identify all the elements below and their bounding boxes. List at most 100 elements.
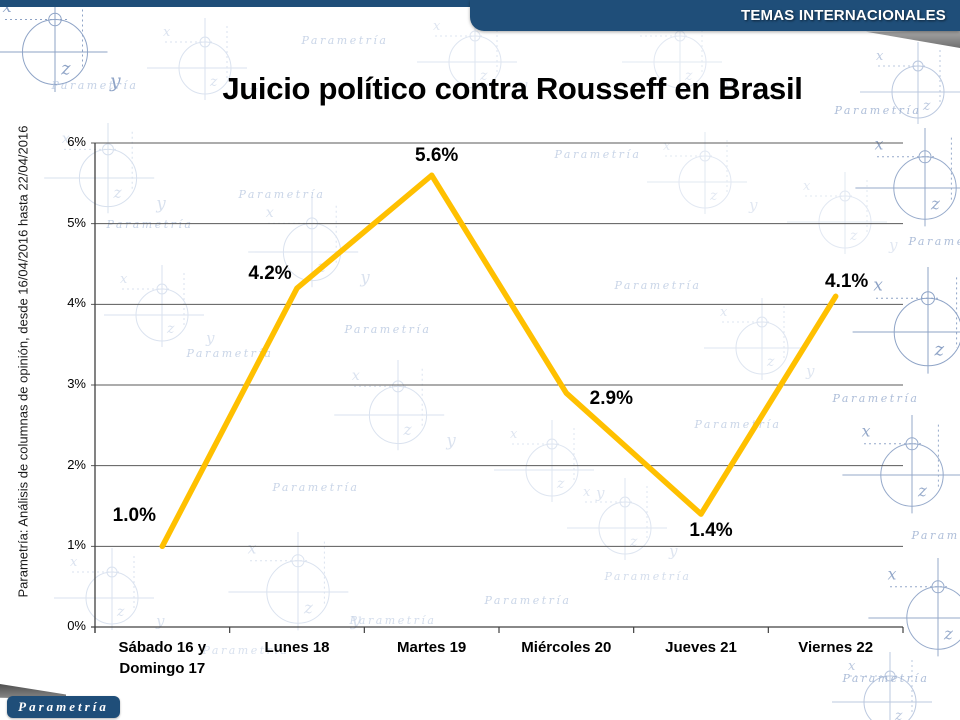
svg-text:z: z: [303, 598, 313, 618]
svg-text:Parametría: Parametría: [51, 79, 139, 92]
svg-text:y: y: [888, 236, 898, 254]
svg-text:Parametría: Parametría: [202, 644, 290, 657]
svg-text:z: z: [556, 476, 565, 492]
svg-text:Parametría: Parametría: [484, 594, 572, 607]
y-tick-label: 0%: [67, 618, 86, 633]
svg-text:Parametría: Parametría: [349, 614, 437, 627]
svg-text:Parametría: Parametría: [238, 188, 326, 201]
y-tick-label: 1%: [67, 537, 86, 553]
x-axis-label: Lunes 18: [264, 639, 330, 656]
svg-text:y: y: [445, 431, 456, 450]
svg-text:x: x: [266, 205, 274, 221]
svg-text:y: y: [723, 76, 733, 94]
svg-text:Parametría: Parametría: [272, 481, 360, 494]
svg-text:x: x: [888, 566, 897, 584]
svg-text:z: z: [943, 624, 953, 644]
svg-text:z: z: [113, 184, 123, 202]
x-axis-label: Viernes 22: [798, 639, 874, 656]
svg-text:x: x: [352, 368, 360, 384]
data-label: 1.0%: [112, 505, 156, 527]
svg-text:Parametría: Parametría: [834, 104, 922, 117]
svg-text:Parametría: Parametría: [842, 672, 930, 685]
data-label: 1.4%: [689, 520, 733, 542]
svg-text:Parametría: Parametría: [908, 235, 960, 248]
svg-text:Parametría: Parametría: [301, 34, 389, 47]
svg-text:z: z: [894, 708, 903, 720]
svg-text:Parametría: Parametría: [344, 323, 432, 336]
svg-text:Parametría: Parametría: [186, 347, 274, 360]
svg-text:y: y: [359, 268, 370, 287]
svg-text:z: z: [709, 188, 718, 204]
data-label: 2.9%: [589, 388, 633, 410]
svg-text:y: y: [109, 71, 121, 92]
svg-text:z: z: [922, 98, 931, 114]
svg-text:x: x: [70, 555, 78, 570]
chart-title: Juicio político contra Rousseff en Brasi…: [222, 71, 803, 106]
y-tick-label: 2%: [67, 456, 86, 472]
svg-text:x: x: [876, 49, 884, 64]
svg-text:z: z: [930, 194, 940, 214]
x-axis-label: Jueves 21: [665, 639, 737, 656]
svg-text:x: x: [663, 139, 671, 154]
svg-text:x: x: [62, 131, 70, 147]
data-label: 4.2%: [248, 263, 292, 285]
y-tick-label: 4%: [67, 295, 86, 311]
y-tick-label: 6%: [67, 134, 86, 149]
svg-text:Parametría: Parametría: [604, 570, 692, 583]
svg-text:Parametría: Parametría: [832, 392, 920, 405]
data-label: 4.1%: [825, 271, 869, 293]
x-axis-label: Sábado 16 y Domingo 17: [118, 639, 207, 677]
svg-text:x: x: [433, 19, 441, 34]
svg-text:z: z: [60, 60, 71, 80]
svg-text:y: y: [518, 76, 528, 94]
svg-text:y: y: [933, 716, 943, 720]
svg-text:x: x: [803, 179, 811, 194]
header-banner: TEMAS INTERNACIONALES: [470, 0, 960, 31]
svg-text:x: x: [120, 272, 128, 287]
svg-text:x: x: [3, 0, 12, 16]
svg-text:y: y: [155, 612, 165, 630]
svg-text:y: y: [748, 196, 758, 214]
svg-text:z: z: [629, 534, 638, 550]
svg-text:z: z: [116, 604, 125, 620]
svg-text:z: z: [934, 339, 945, 360]
svg-text:z: z: [209, 74, 218, 90]
svg-text:Parametría: Parametría: [106, 218, 194, 231]
data-label: 5.6%: [415, 145, 459, 167]
svg-text:z: z: [479, 68, 488, 84]
parametria-logo-text: Parametría: [18, 699, 109, 714]
svg-text:x: x: [163, 25, 171, 40]
svg-text:y: y: [205, 329, 215, 347]
svg-text:z: z: [403, 421, 413, 439]
svg-text:y: y: [595, 484, 605, 502]
svg-text:z: z: [917, 481, 927, 501]
source-note: Parametría: Análisis de columnas de opin…: [15, 125, 31, 598]
svg-text:x: x: [848, 659, 856, 674]
svg-text:y: y: [350, 610, 362, 631]
svg-text:x: x: [862, 423, 871, 441]
svg-text:z: z: [684, 68, 693, 84]
x-axis-label: Miércoles 20: [521, 639, 612, 656]
svg-text:y: y: [248, 82, 258, 100]
svg-text:Parametría: Parametría: [911, 529, 960, 542]
y-tick-label: 3%: [67, 376, 86, 391]
svg-text:y: y: [668, 542, 678, 560]
svg-text:x: x: [720, 305, 728, 320]
svg-text:z: z: [849, 228, 858, 244]
svg-text:Parametría: Parametría: [554, 148, 642, 161]
svg-text:y: y: [155, 194, 166, 213]
svg-text:y: y: [805, 362, 815, 380]
svg-text:x: x: [248, 540, 257, 558]
svg-text:x: x: [873, 274, 883, 294]
svg-text:z: z: [166, 321, 175, 337]
banner-title: TEMAS INTERNACIONALES: [740, 7, 946, 24]
parametria-logo: Parametría: [7, 696, 120, 718]
svg-text:z: z: [766, 354, 775, 370]
x-axis-label: Martes 19: [397, 639, 467, 656]
svg-text:x: x: [875, 136, 884, 154]
svg-text:x: x: [510, 427, 518, 442]
svg-text:x: x: [583, 485, 591, 500]
